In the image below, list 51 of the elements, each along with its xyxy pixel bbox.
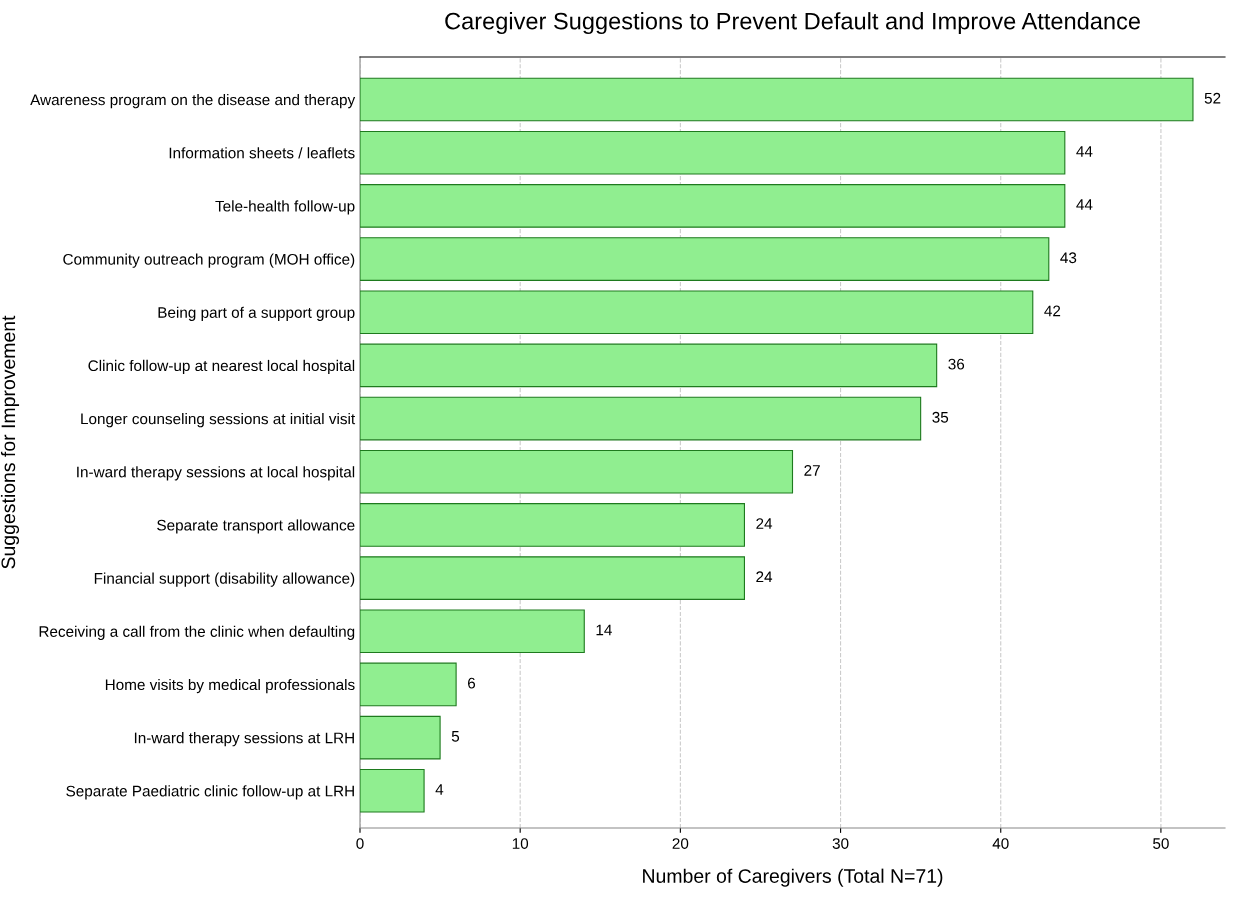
y-tick-label: Tele-health follow-up [215,200,355,215]
data-label: 52 [1204,92,1221,104]
y-tick-label: Being part of a support group [158,306,355,321]
x-tick-label: 50 [1153,838,1169,849]
data-label: 44 [1076,146,1093,157]
x-tick-label: 40 [992,838,1009,849]
data-label: 44 [1076,199,1093,210]
data-label: 24 [756,571,773,583]
bar [360,449,794,494]
bar [360,715,441,760]
bar [360,130,1066,175]
bar [360,609,585,654]
data-label: 27 [804,465,820,476]
y-tick-label: Information sheets / leaflets [169,147,355,159]
data-label: 6 [468,677,476,689]
data-label: 24 [756,518,773,529]
y-tick-label: Separate Paediatric clinic follow-up at LRH [66,785,354,800]
data-label: 36 [948,358,965,370]
data-label: 43 [1060,252,1077,264]
y-axis-title: Suggestions for Improvement [0,315,20,569]
y-tick-label: Awareness program on the disease and therapy [30,94,356,109]
bar [360,556,745,600]
y-tick-label: Clinic follow-up at nearest local hospital [88,359,355,375]
data-label: 42 [1044,305,1061,317]
chart-title: Caregiver Suggestions to Prevent Default and Improve Attendance [445,12,1140,35]
y-tick-label: Home visits by medical professionals [105,678,355,694]
bar [360,662,457,707]
x-tick-label: 20 [672,838,689,849]
bar [360,290,1034,335]
x-tick-label: 30 [832,838,849,849]
y-tick-label: Longer counseling sessions at initial visit [81,413,356,428]
y-tick-label: In-ward therapy sessions at LRH [134,732,354,747]
data-label: 5 [451,731,460,742]
x-tick-label: 0 [356,838,364,849]
y-tick-label: Separate transport allowance [157,519,355,534]
data-label: 35 [932,411,949,423]
bar [360,343,938,388]
bar [360,237,1050,281]
x-axis-title: Number of Caregivers (Total N=71) [643,868,943,887]
bar [360,77,1194,122]
x-tick-label: 10 [512,838,529,849]
data-label: 14 [596,624,612,636]
y-tick-label: Receiving a call from the clinic when defaulting [39,625,355,640]
data-label: 4 [435,784,444,795]
bar [360,768,425,813]
bar [360,396,922,441]
y-tick-label: Financial support (disability allowance) [94,572,355,587]
y-tick-label: In-ward therapy sessions at local hospital [77,466,355,481]
y-tick-label: Community outreach program (MOH office) [63,253,355,268]
bar [360,184,1066,228]
bar [360,503,745,547]
